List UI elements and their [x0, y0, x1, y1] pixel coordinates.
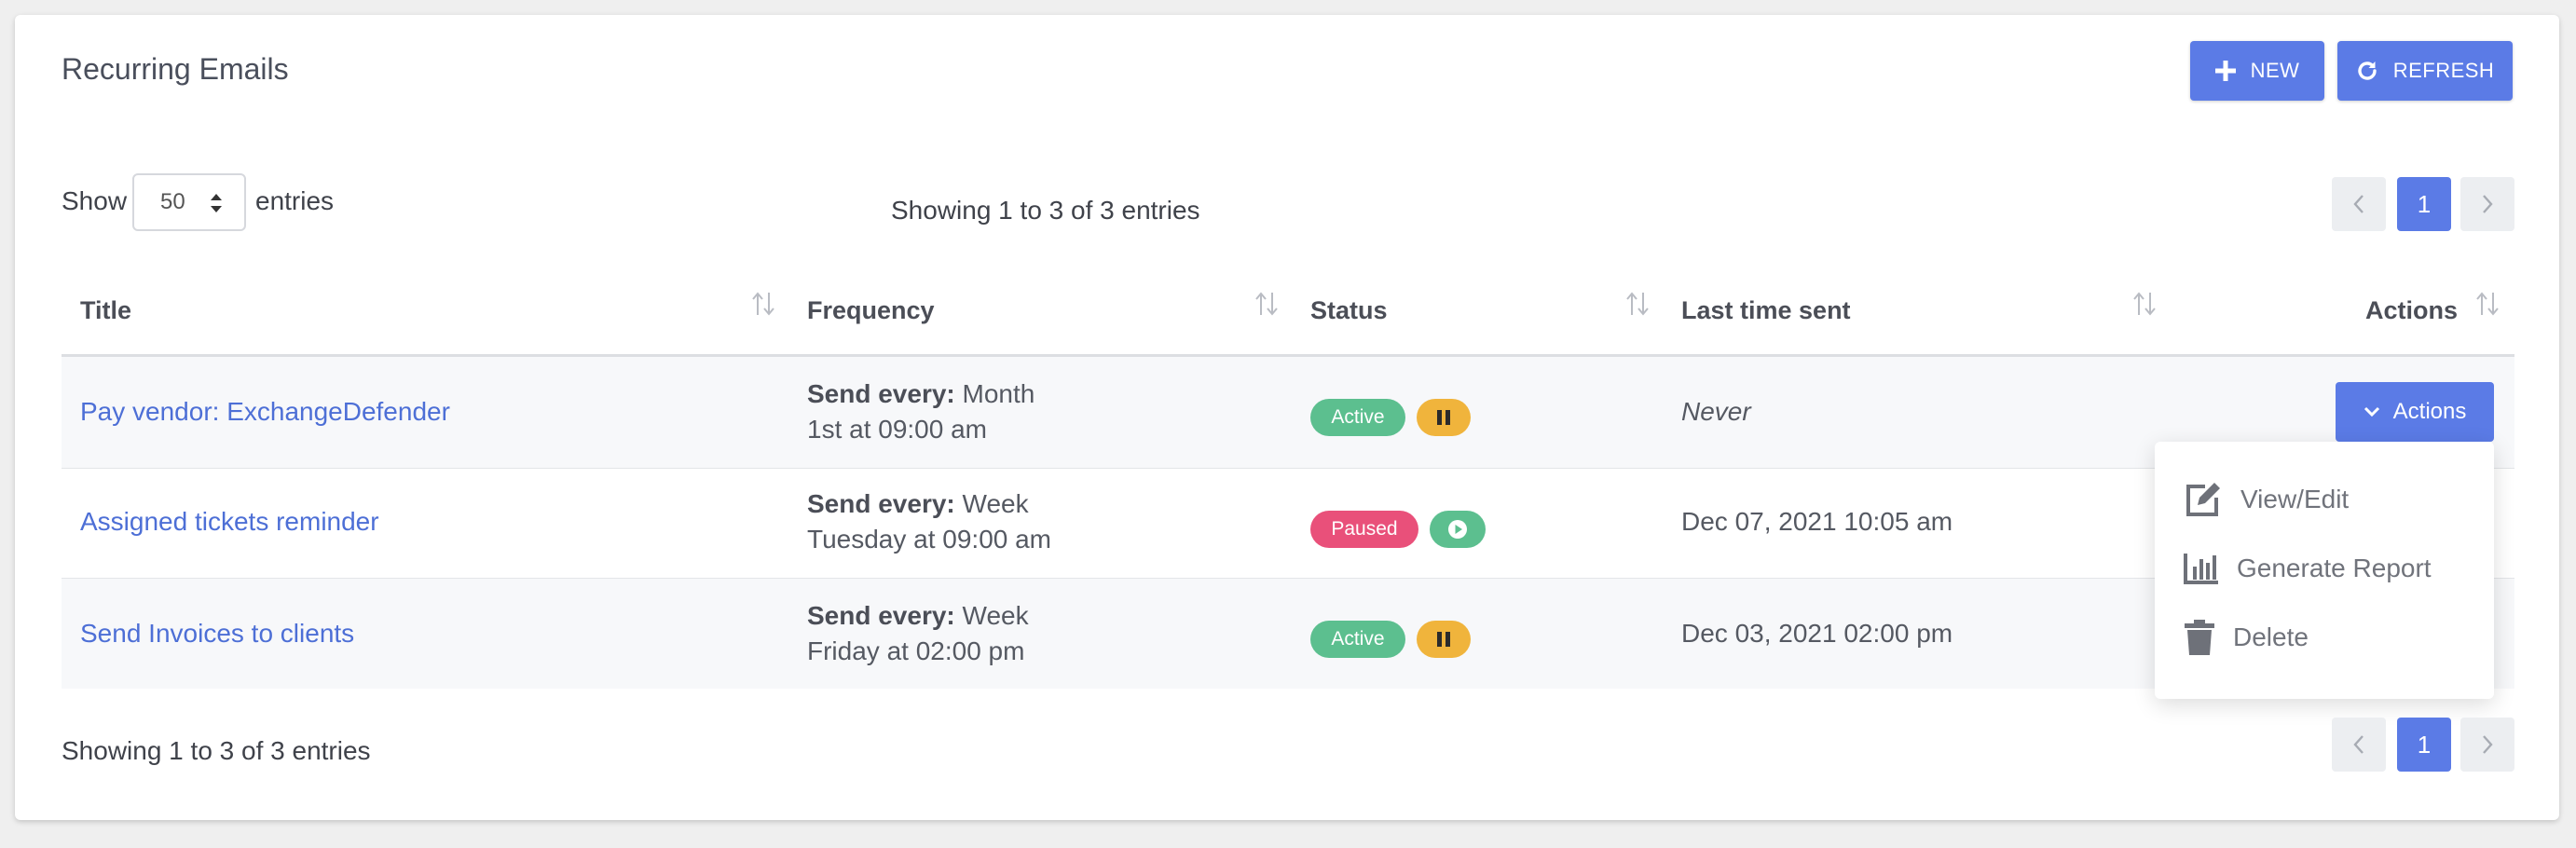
- last-sent-cell: Dec 03, 2021 02:00 pm: [1681, 619, 1953, 648]
- plus-icon: [2214, 61, 2236, 81]
- actions-dropdown-menu: View/Edit Generate Report Delete: [2155, 442, 2494, 699]
- pagination-page-top[interactable]: 1: [2397, 177, 2451, 231]
- sort-icon[interactable]: [1625, 291, 1650, 317]
- column-header-status[interactable]: Status: [1310, 296, 1388, 324]
- menu-item-label: Generate Report: [2237, 554, 2432, 582]
- entries-per-page-value: 50: [160, 189, 185, 214]
- bar-chart-icon: [2184, 554, 2218, 584]
- new-button[interactable]: NEW: [2190, 41, 2324, 101]
- pagination-next-bottom[interactable]: [2460, 718, 2514, 772]
- menu-item-label: Delete: [2233, 622, 2309, 651]
- sort-icon[interactable]: [2132, 291, 2157, 317]
- frequency-label: Send every:: [807, 379, 955, 408]
- table-row: [62, 579, 2514, 689]
- trash-icon: [2185, 620, 2214, 655]
- play-icon: [1448, 520, 1467, 539]
- sort-icon[interactable]: [1254, 291, 1279, 317]
- frequency-cell: Send every: Month 1st at 09:00 am: [807, 376, 1035, 447]
- column-header-frequency[interactable]: Frequency: [807, 296, 935, 324]
- frequency-detail: 1st at 09:00 am: [807, 415, 988, 444]
- table-info-top: Showing 1 to 3 of 3 entries: [891, 196, 1200, 225]
- refresh-button-label: REFRESH: [2392, 59, 2495, 82]
- sort-icon[interactable]: [2475, 291, 2500, 317]
- resume-button[interactable]: [1430, 511, 1486, 548]
- table-row: [62, 469, 2514, 579]
- table-row: [62, 357, 2514, 469]
- select-arrows-icon: [211, 194, 222, 212]
- menu-item-view-edit[interactable]: View/Edit: [2183, 481, 2349, 518]
- table-header-divider: [62, 354, 2514, 357]
- frequency-unit: Month: [962, 379, 1035, 408]
- last-sent-cell: Dec 07, 2021 10:05 am: [1681, 507, 1953, 536]
- frequency-detail: Tuesday at 09:00 am: [807, 525, 1052, 554]
- show-label: Show: [62, 186, 128, 215]
- status-badge: Active: [1310, 621, 1405, 658]
- frequency-detail: Friday at 02:00 pm: [807, 636, 1025, 665]
- entries-per-page-select[interactable]: 50: [132, 173, 246, 231]
- refresh-button[interactable]: REFRESH: [2337, 41, 2513, 101]
- frequency-unit: Week: [962, 601, 1029, 630]
- column-header-title[interactable]: Title: [80, 296, 132, 324]
- sort-icon[interactable]: [751, 291, 775, 317]
- email-title-link[interactable]: Pay vendor: ExchangeDefender: [80, 397, 450, 426]
- frequency-label: Send every:: [807, 601, 955, 630]
- column-header-last-time-sent[interactable]: Last time sent: [1681, 296, 1851, 324]
- edit-icon: [2186, 483, 2220, 516]
- pagination-prev-top[interactable]: [2332, 177, 2386, 231]
- menu-item-label: View/Edit: [2240, 485, 2350, 513]
- frequency-label: Send every:: [807, 489, 955, 518]
- pagination-next-top[interactable]: [2460, 177, 2514, 231]
- chevron-right-icon: [2483, 195, 2493, 213]
- menu-item-delete[interactable]: Delete: [2183, 619, 2309, 656]
- chevron-down-icon: [2364, 406, 2379, 417]
- menu-item-generate-report[interactable]: Generate Report: [2183, 552, 2432, 585]
- entries-label: entries: [255, 186, 335, 215]
- chevron-left-icon: [2353, 735, 2364, 754]
- frequency-cell: Send every: Week Tuesday at 09:00 am: [807, 486, 1051, 557]
- pause-icon: [1437, 410, 1450, 425]
- frequency-cell: Send every: Week Friday at 02:00 pm: [807, 598, 1029, 669]
- new-button-label: NEW: [2250, 59, 2300, 82]
- actions-button-label: Actions: [2392, 399, 2467, 424]
- chevron-left-icon: [2353, 195, 2364, 213]
- actions-dropdown-button[interactable]: Actions: [2336, 382, 2494, 442]
- pagination-prev-bottom[interactable]: [2332, 718, 2386, 772]
- email-title-link[interactable]: Assigned tickets reminder: [80, 507, 379, 536]
- frequency-unit: Week: [962, 489, 1029, 518]
- column-header-actions: Actions: [2365, 296, 2459, 324]
- last-sent-cell: Never: [1681, 397, 1751, 426]
- status-badge: Paused: [1310, 511, 1418, 548]
- table-info-bottom: Showing 1 to 3 of 3 entries: [62, 736, 371, 765]
- chevron-right-icon: [2483, 735, 2493, 754]
- pause-button[interactable]: [1417, 399, 1471, 436]
- pause-button[interactable]: [1417, 621, 1471, 658]
- status-badge: Active: [1310, 399, 1405, 436]
- pagination-page-bottom[interactable]: 1: [2397, 718, 2451, 772]
- email-title-link[interactable]: Send Invoices to clients: [80, 619, 355, 648]
- pause-icon: [1437, 632, 1450, 647]
- page-title: Recurring Emails: [62, 52, 289, 86]
- refresh-icon: [2358, 62, 2377, 80]
